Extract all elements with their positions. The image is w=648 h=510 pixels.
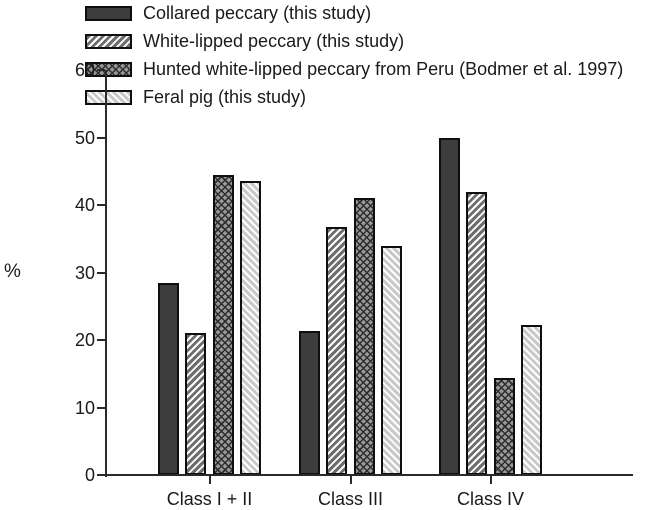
y-axis-tick-label: 50 (74, 127, 95, 148)
y-axis-tick (97, 339, 105, 341)
bar-category0-series0 (157, 282, 179, 475)
bar-category2-series2 (493, 378, 515, 475)
y-axis-tick (97, 136, 105, 139)
bar-category1-series1 (326, 227, 348, 475)
y-axis-tick-label: 0 (84, 465, 95, 485)
y-axis-tick (97, 204, 105, 206)
bar-category1-series0 (298, 330, 320, 475)
x-axis-tick (489, 476, 492, 484)
legend-label-white-lipped-peccary: White-lipped peccary (this study) (143, 30, 405, 51)
y-axis-tick (97, 474, 105, 476)
y-axis-tick (97, 69, 105, 71)
bar-category0-series2 (212, 174, 234, 475)
bar-category0-series3 (240, 181, 262, 475)
legend-swatch-white-lipped-peccary (85, 33, 132, 49)
legend-item-feral-pig: Feral pig (this study) (85, 83, 623, 111)
y-axis-tick-label: 30 (74, 262, 95, 283)
y-axis-tick-label: 20 (74, 330, 95, 350)
legend-swatch-collared-peccary (85, 5, 132, 21)
legend-item-collared-peccary: Collared peccary (this study) (85, 0, 623, 27)
legend-item-white-lipped-peccary: White-lipped peccary (this study) (85, 27, 623, 55)
legend-swatch-feral-pig (85, 89, 132, 105)
bar-category1-series2 (353, 198, 375, 475)
bar-category2-series0 (438, 137, 460, 475)
bar-category2-series1 (466, 191, 488, 475)
x-axis-category-label: Class IV (456, 489, 525, 509)
y-axis-tick (97, 406, 105, 409)
y-axis-tick (97, 271, 105, 274)
bar-category0-series1 (185, 333, 207, 475)
x-axis-category-label: Class III (317, 489, 383, 509)
y-axis-tick-label: 60 (74, 60, 95, 80)
bar-category1-series3 (381, 245, 403, 475)
x-axis-tick (208, 476, 211, 484)
legend-label-hunted-white-lipped-peccary-peru: Hunted white-lipped peccary from Peru (B… (143, 58, 624, 79)
bar-category2-series3 (521, 325, 543, 475)
legend-item-hunted-white-lipped-peccary-peru: Hunted white-lipped peccary from Peru (B… (85, 55, 623, 83)
legend-label-feral-pig: Feral pig (this study) (143, 86, 307, 107)
y-axis-tick-label: 10 (74, 397, 95, 418)
y-axis-tick-label: 40 (74, 195, 95, 215)
legend-label-collared-peccary: Collared peccary (this study) (143, 2, 372, 23)
legend-swatch-hunted-white-lipped-peccary-peru (85, 61, 132, 77)
legend: Collared peccary (this study) White-lipp… (85, 0, 623, 111)
x-axis-tick (349, 476, 352, 484)
y-axis-line (105, 70, 107, 477)
y-axis-title: % (4, 261, 21, 282)
x-axis-line (105, 474, 633, 476)
x-axis-category-label: Class I + II (166, 489, 253, 509)
